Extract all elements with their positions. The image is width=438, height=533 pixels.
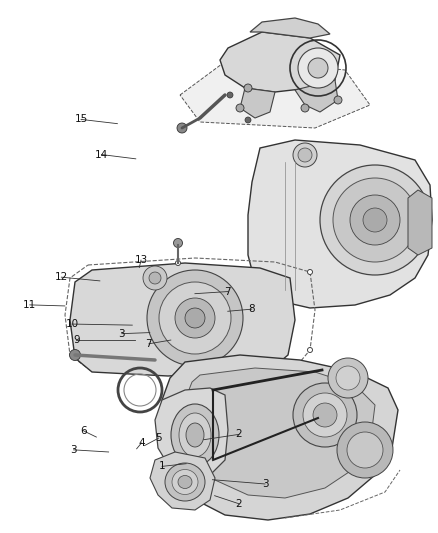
Circle shape: [159, 282, 231, 354]
Polygon shape: [240, 88, 275, 118]
Polygon shape: [180, 58, 370, 128]
Circle shape: [244, 84, 252, 92]
Circle shape: [177, 123, 187, 133]
Polygon shape: [250, 18, 330, 38]
Polygon shape: [70, 263, 295, 376]
Circle shape: [350, 195, 400, 245]
Circle shape: [298, 48, 338, 88]
Circle shape: [236, 104, 244, 112]
Polygon shape: [408, 190, 432, 255]
Text: 2: 2: [235, 499, 242, 508]
Ellipse shape: [171, 404, 219, 466]
Ellipse shape: [186, 423, 204, 447]
Text: 14: 14: [95, 150, 108, 159]
Circle shape: [328, 358, 368, 398]
Text: 3: 3: [261, 479, 268, 489]
Text: 7: 7: [224, 287, 231, 296]
Circle shape: [337, 422, 393, 478]
Circle shape: [334, 96, 342, 104]
Circle shape: [336, 366, 360, 390]
Text: 3: 3: [70, 445, 77, 455]
Text: 8: 8: [248, 304, 255, 314]
Circle shape: [303, 393, 347, 437]
Text: 10: 10: [66, 319, 79, 329]
Circle shape: [147, 270, 243, 366]
Polygon shape: [155, 388, 228, 478]
Ellipse shape: [179, 413, 211, 457]
Circle shape: [293, 383, 357, 447]
Ellipse shape: [172, 470, 198, 495]
Circle shape: [173, 238, 183, 247]
Polygon shape: [150, 452, 215, 510]
Text: 4: 4: [138, 438, 145, 448]
Circle shape: [347, 432, 383, 468]
Circle shape: [363, 208, 387, 232]
Polygon shape: [158, 355, 398, 520]
Circle shape: [320, 165, 430, 275]
Circle shape: [333, 178, 417, 262]
Circle shape: [313, 403, 337, 427]
Ellipse shape: [178, 475, 192, 489]
Circle shape: [298, 148, 312, 162]
Polygon shape: [220, 32, 340, 92]
Circle shape: [185, 308, 205, 328]
Circle shape: [176, 261, 180, 265]
Polygon shape: [295, 80, 338, 112]
Text: 6: 6: [80, 426, 87, 435]
Circle shape: [307, 270, 312, 274]
Text: 1: 1: [159, 462, 166, 471]
Text: 15: 15: [74, 115, 88, 124]
Ellipse shape: [165, 463, 205, 501]
Circle shape: [227, 92, 233, 98]
Text: 7: 7: [145, 339, 152, 349]
Text: 12: 12: [55, 272, 68, 282]
Circle shape: [293, 143, 317, 167]
Text: 9: 9: [73, 335, 80, 345]
Polygon shape: [248, 140, 432, 308]
Circle shape: [143, 266, 167, 290]
Circle shape: [175, 298, 215, 338]
Circle shape: [308, 58, 328, 78]
Circle shape: [307, 348, 312, 352]
Circle shape: [70, 350, 81, 360]
Text: 3: 3: [118, 329, 125, 338]
Text: 2: 2: [235, 430, 242, 439]
Text: 13: 13: [134, 255, 148, 265]
Polygon shape: [182, 368, 375, 498]
Circle shape: [190, 380, 200, 390]
Circle shape: [149, 272, 161, 284]
Text: 5: 5: [155, 433, 162, 443]
Circle shape: [301, 104, 309, 112]
Text: 11: 11: [23, 300, 36, 310]
Circle shape: [245, 117, 251, 123]
